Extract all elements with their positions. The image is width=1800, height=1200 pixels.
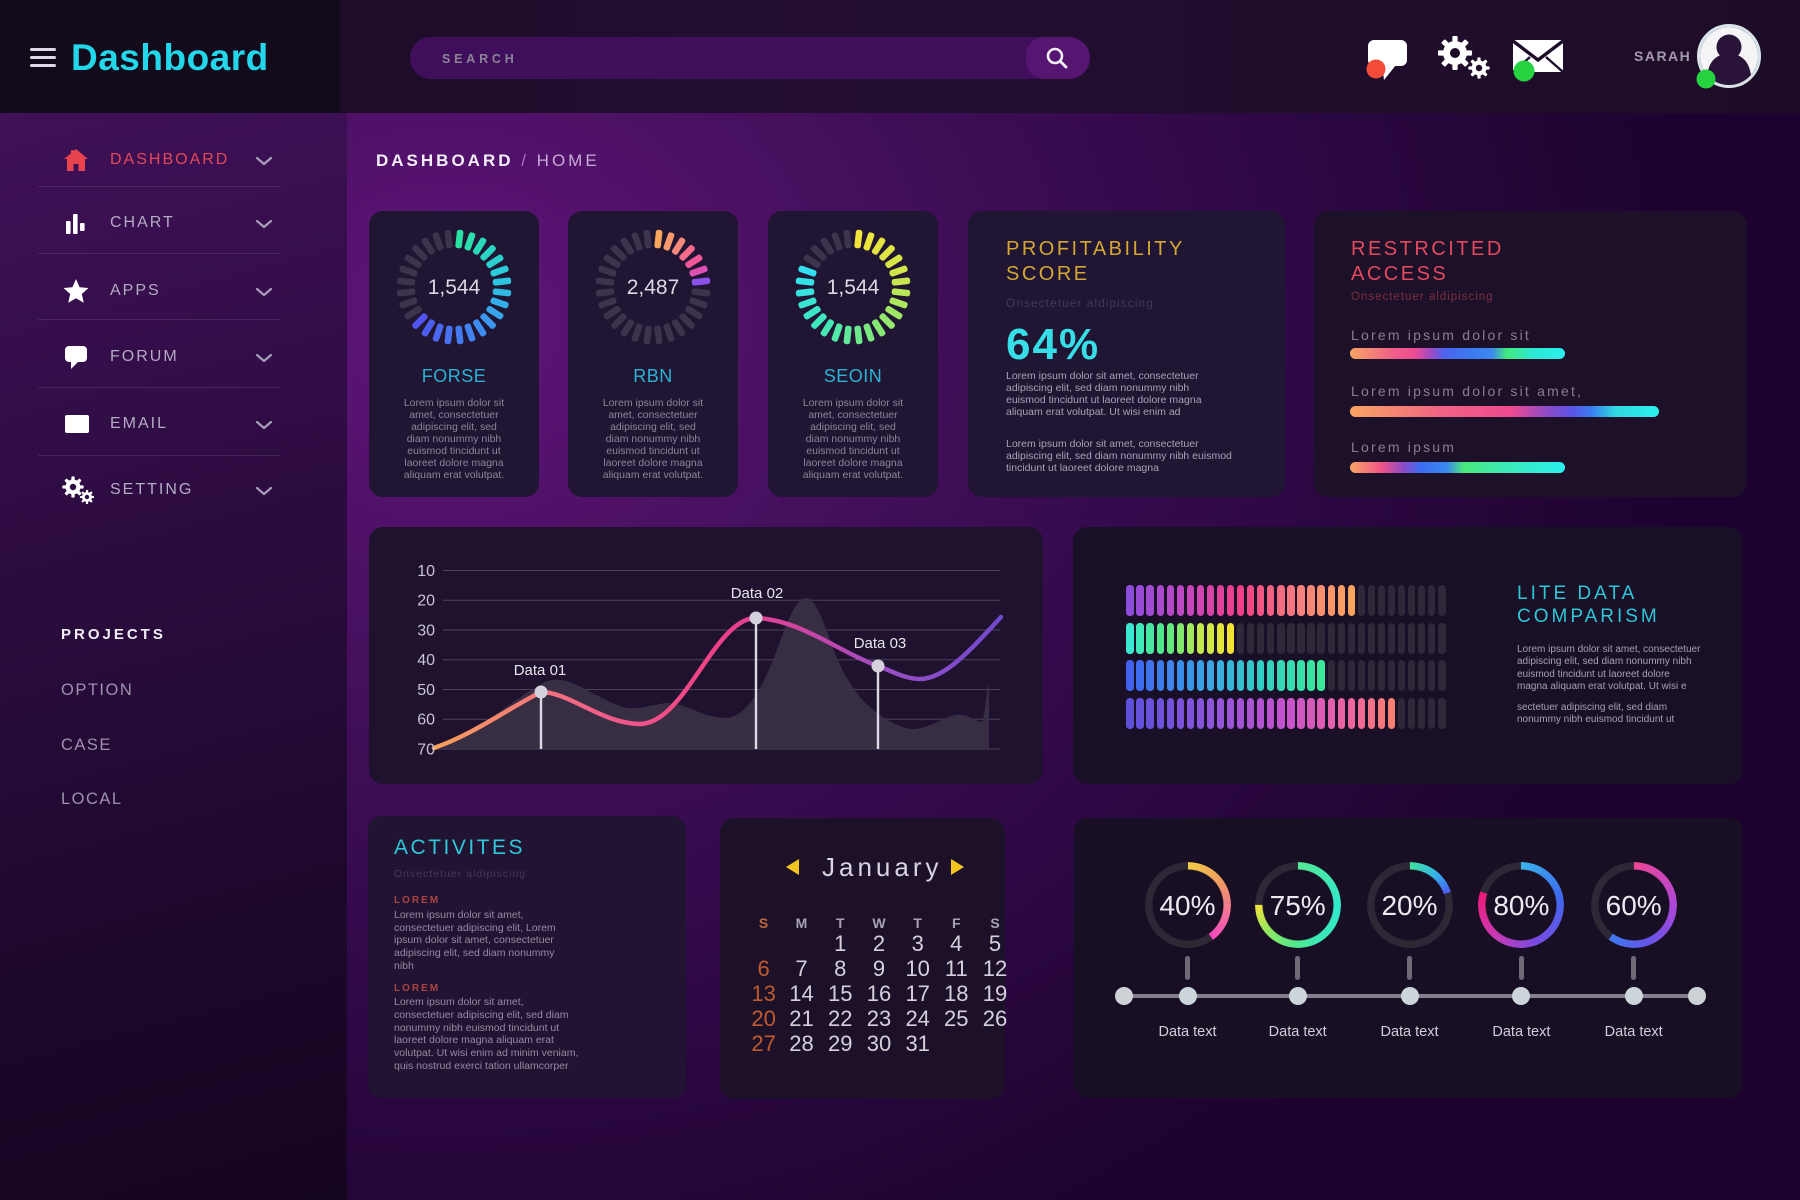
svg-text:50: 50	[417, 682, 435, 699]
svg-text:70: 70	[417, 742, 435, 759]
svg-text:30: 30	[417, 623, 435, 640]
svg-text:Data 01: Data 01	[514, 662, 567, 679]
svg-text:Data 03: Data 03	[854, 635, 907, 652]
svg-text:10: 10	[417, 563, 435, 580]
svg-text:40: 40	[417, 652, 435, 669]
svg-text:Data 02: Data 02	[731, 585, 784, 602]
svg-text:60: 60	[417, 712, 435, 729]
svg-text:20: 20	[417, 593, 435, 610]
